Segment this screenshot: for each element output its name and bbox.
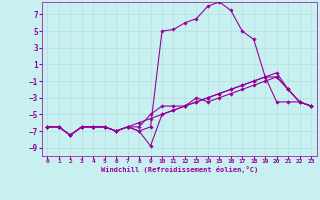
X-axis label: Windchill (Refroidissement éolien,°C): Windchill (Refroidissement éolien,°C): [100, 166, 258, 173]
